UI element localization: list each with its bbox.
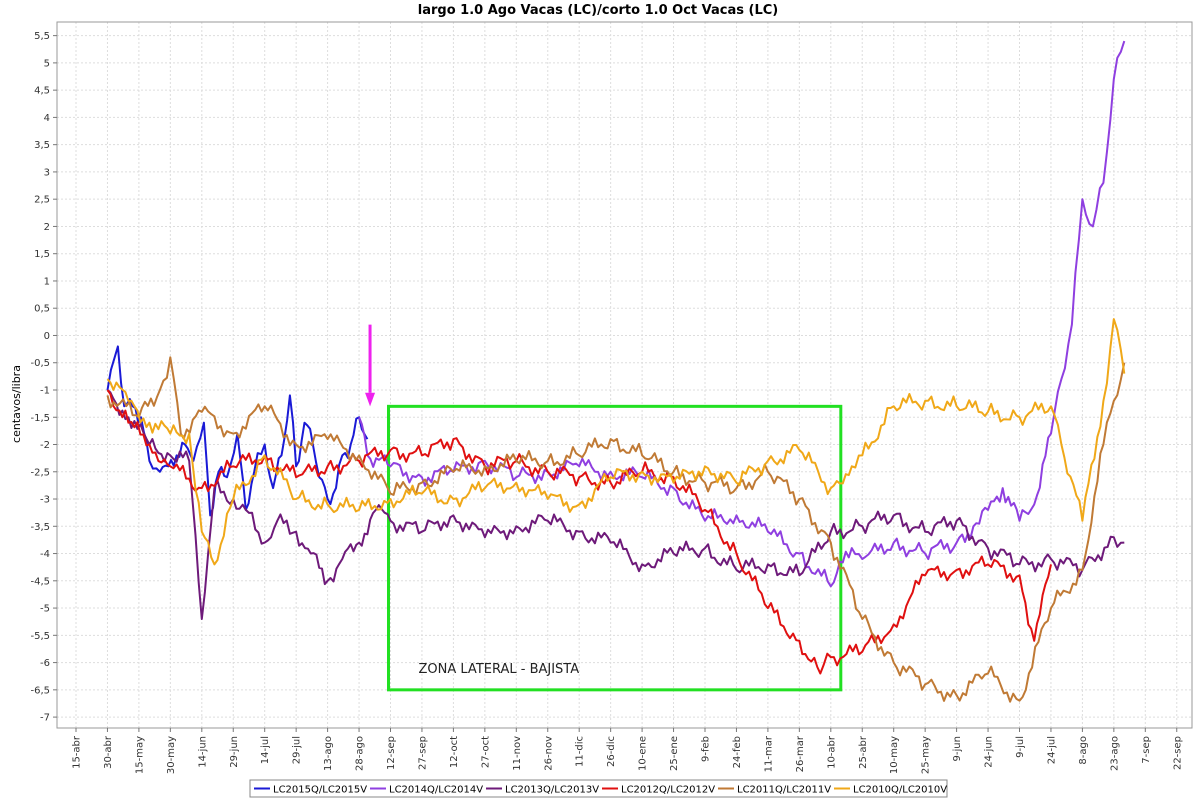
x-tick-label: 9-feb: [701, 736, 712, 762]
x-tick-label: 22-sep: [1172, 736, 1183, 770]
x-tick-label: 10-abr: [826, 735, 837, 769]
x-tick-label: 15-abr: [72, 735, 83, 769]
x-tick-label: 10-may: [889, 736, 900, 774]
legend-label: LC2012Q/LC2012V: [621, 785, 715, 796]
x-tick-label: 11-mar: [763, 735, 774, 772]
x-tick-label: 9-jul: [1015, 736, 1026, 758]
x-tick-label: 11-nov: [512, 736, 523, 771]
legend: LC2015Q/LC2015V LC2014Q/LC2014V LC2013Q/LC…: [249, 779, 948, 798]
x-tick-label: 29-jun: [229, 736, 240, 768]
y-tick-label: 0,5: [34, 304, 50, 315]
y-tick-label: -2: [40, 440, 50, 451]
legend-label: LC2013Q/LC2013V: [505, 785, 599, 796]
x-tick-label: 13-ago: [323, 736, 334, 771]
y-tick-label: 3: [44, 167, 50, 178]
y-tick-label: -1,5: [30, 413, 50, 424]
y-tick-label: -6: [40, 658, 50, 669]
y-tick-label: -0,5: [30, 358, 50, 369]
y-tick-label: -4: [40, 549, 50, 560]
series-line: [106, 389, 1125, 620]
series-layer: [106, 40, 1126, 703]
x-tick-label: 29-jul: [292, 736, 303, 764]
grid-layer: [57, 22, 1192, 728]
y-tick-label: -1: [40, 385, 50, 396]
x-tick-label: 25-ene: [669, 736, 680, 771]
x-tick-label: 15-may: [134, 736, 145, 774]
zone-box: [387, 404, 843, 692]
y-tick-label: -5: [40, 604, 50, 615]
chart-title: largo 1.0 Ago Vacas (LC)/corto 1.0 Oct V…: [418, 3, 778, 18]
y-tick-label: 5: [44, 58, 50, 69]
series-line: [106, 345, 369, 517]
x-tick-label: 26-nov: [543, 736, 554, 771]
x-tick-label: 26-dic: [606, 736, 617, 767]
x-tick-label: 8-ago: [1078, 736, 1089, 765]
x-tick-label: 12-sep: [386, 736, 397, 770]
legend-label: LC2011Q/LC2011V: [737, 785, 831, 796]
plot-area-frame: [56, 21, 1193, 729]
legend-label: LC2010Q/LC2010V: [853, 785, 947, 796]
annotation-layer: ZONA LATERAL - BAJISTA: [365, 324, 843, 692]
zone-label: ZONA LATERAL - BAJISTA: [419, 662, 580, 677]
y-tick-label: -3,5: [30, 522, 50, 533]
x-tick-label: 28-ago: [355, 736, 366, 771]
y-tick-label: -3: [40, 495, 50, 506]
y-tick-label: 1: [44, 276, 50, 287]
x-tick-label: 14-jun: [197, 736, 208, 768]
x-tick-label: 24-jun: [984, 736, 995, 768]
x-tick-label: 7-sep: [1141, 736, 1152, 764]
legend-label: LC2014Q/LC2014V: [389, 785, 483, 796]
y-tick-label: -5,5: [30, 631, 50, 642]
y-tick-label: 4,5: [34, 86, 50, 97]
x-tick-label: 24-jul: [1046, 736, 1057, 764]
series-line: [106, 389, 1052, 675]
series-line: [106, 356, 1126, 703]
x-tick-label: 27-oct: [480, 736, 491, 768]
x-tick-label: 30-abr: [103, 735, 114, 769]
x-tick-label: 23-ago: [1109, 736, 1120, 771]
legend-box: [249, 779, 948, 798]
y-tick-label: 1,5: [34, 249, 50, 260]
y-axis-title: centavos/libra: [10, 365, 23, 443]
y-tick-label: -7: [40, 713, 50, 724]
x-tick-label: 25-abr: [858, 735, 869, 769]
y-tick-label: -6,5: [30, 685, 50, 696]
y-tick-label: 5,5: [34, 31, 50, 42]
arrow-head: [365, 392, 376, 407]
x-tick-label: 14-jul: [260, 736, 271, 764]
legend-label: LC2015Q/LC2015V: [273, 785, 367, 796]
y-tick-label: 3,5: [34, 140, 50, 151]
x-tick-label: 12-oct: [449, 736, 460, 768]
x-tick-label: 26-mar: [795, 735, 806, 772]
x-tick-label: 24-feb: [732, 736, 743, 768]
series-line: [358, 40, 1126, 588]
axes-layer: 5,5 5 4,5 4 3,5 3 2,5 2 1,5 1 0,5 0 -0,5 -1 -1,5 -2 -2,5…: [30, 21, 1193, 774]
x-tick-label: 11-dic: [575, 736, 586, 767]
y-tick-label: -2,5: [30, 467, 50, 478]
y-tick-label: -4,5: [30, 576, 50, 587]
x-tick-label: 25-may: [921, 736, 932, 774]
y-tick-label: 4: [44, 113, 50, 124]
y-tick-label: 2: [44, 222, 50, 233]
x-tick-label: 27-sep: [417, 736, 428, 770]
x-tick-label: 10-ene: [638, 736, 649, 771]
x-tick-label: 30-may: [166, 736, 177, 774]
y-tick-label: 2,5: [34, 195, 50, 206]
y-tick-label: 0: [44, 331, 50, 342]
x-tick-label: 9-jun: [952, 736, 963, 761]
series-line: [106, 318, 1126, 566]
